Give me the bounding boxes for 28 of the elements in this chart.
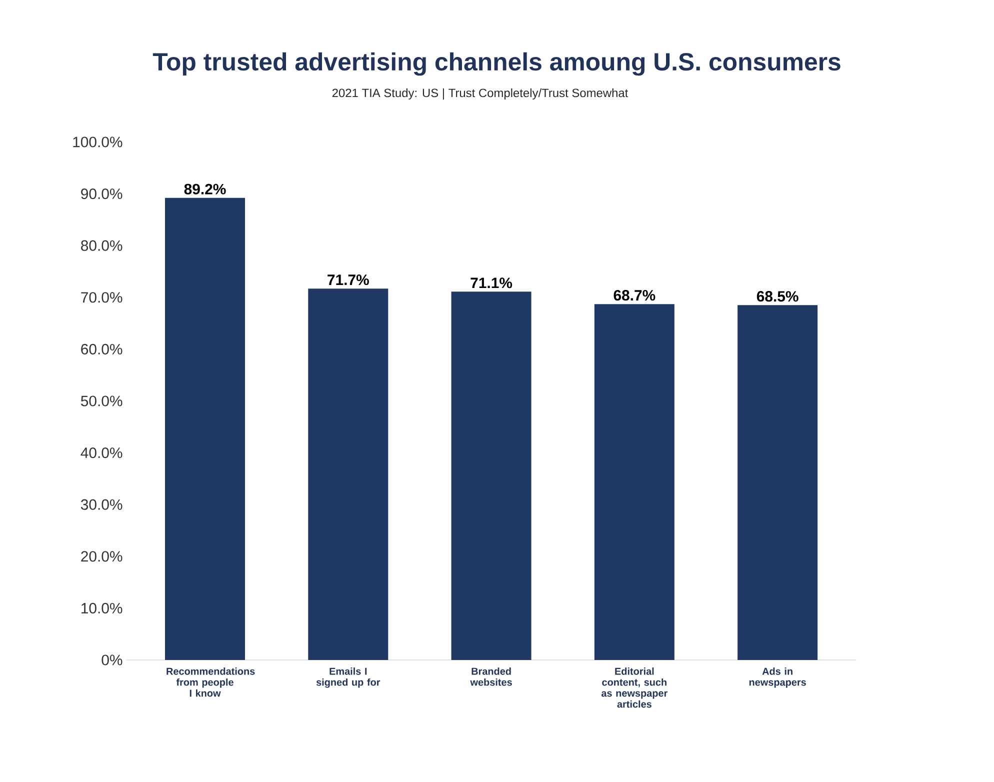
data-label: 71.1% <box>470 278 512 288</box>
x-tick-label: Ads in newspapers <box>749 668 806 688</box>
y-tick-label: 30.0% <box>80 499 122 510</box>
bar <box>594 304 674 660</box>
x-tick-label: Recommendations from people I know <box>166 668 255 697</box>
y-tick-label: 50.0% <box>80 396 122 406</box>
y-tick-label: 40.0% <box>80 447 122 458</box>
y-tick-label: 0% <box>102 654 122 666</box>
bar <box>308 288 388 660</box>
bar <box>738 305 818 660</box>
y-tick-label: 60.0% <box>81 344 122 354</box>
data-label: 68.7% <box>614 290 656 301</box>
y-tick-label: 20.0% <box>81 551 122 562</box>
y-tick-label: 100.0% <box>73 136 122 148</box>
y-tick-label: 70.0% <box>81 292 122 303</box>
data-label: 71.7% <box>328 274 369 286</box>
y-tick-label: 80.0% <box>81 240 122 251</box>
data-label: 68.5% <box>756 291 798 302</box>
x-tick-label: Emails I signed up for <box>316 668 380 688</box>
x-tick-label: Branded websites <box>470 668 512 686</box>
bar <box>451 292 532 660</box>
y-tick-label: 90.0% <box>81 188 122 200</box>
chart-subtitle: 2021 TIA Study: US | Trust Completely/Trust Somewhat <box>332 88 628 100</box>
chart-title: Top trusted advertising channels amoung U.S. consumers <box>152 52 840 76</box>
y-tick-label: 10.0% <box>82 602 122 614</box>
x-tick-label: Editorial content, such as newspaper articles <box>601 668 668 708</box>
data-label: 89.2% <box>184 184 226 194</box>
bar <box>165 198 246 660</box>
